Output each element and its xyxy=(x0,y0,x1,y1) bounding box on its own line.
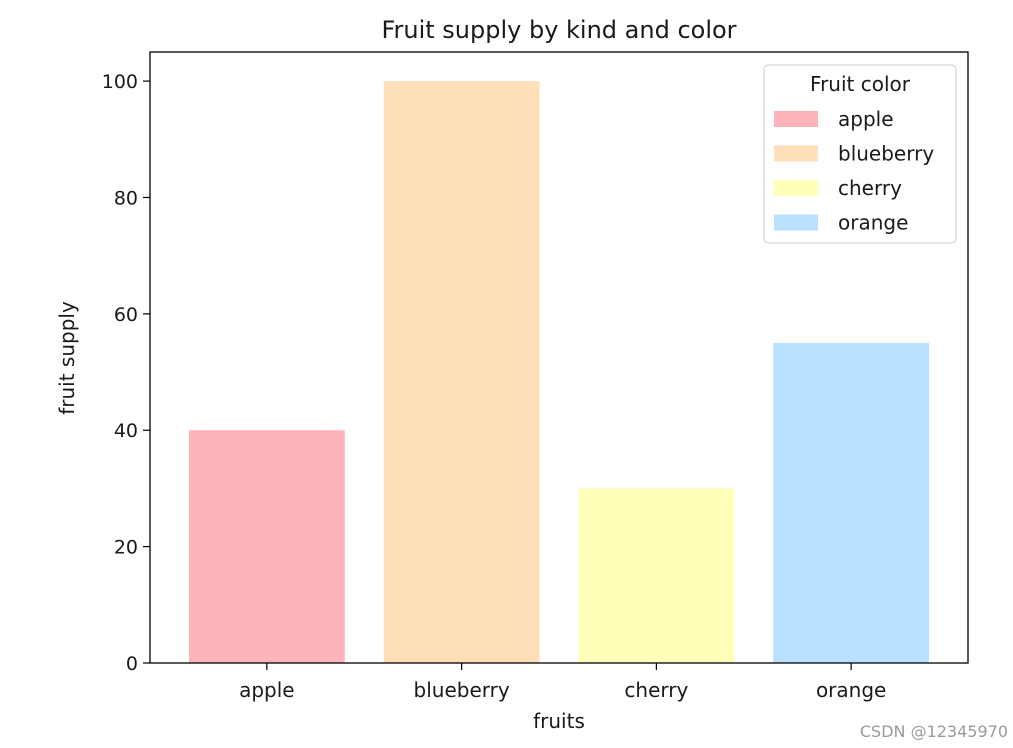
legend-swatch-cherry xyxy=(774,180,818,196)
y-tick-label: 80 xyxy=(114,187,138,209)
legend: Fruit color apple blueberry cherry orange xyxy=(763,64,957,244)
bar-orange xyxy=(773,342,930,663)
y-tick-label: 0 xyxy=(126,653,138,675)
chart-title: Fruit supply by kind and color xyxy=(381,16,736,44)
legend-entries: apple blueberry cherry orange xyxy=(774,107,934,235)
bar-blueberry xyxy=(383,81,540,664)
x-tick-label: blueberry xyxy=(414,678,510,702)
legend-swatch-apple xyxy=(774,111,818,127)
x-tick-label: apple xyxy=(239,678,295,702)
legend-label: apple xyxy=(838,107,894,131)
legend-title: Fruit color xyxy=(810,72,911,96)
legend-swatch-blueberry xyxy=(774,145,818,162)
x-tick-label: orange xyxy=(816,678,886,702)
y-tick-label: 100 xyxy=(102,71,138,93)
bar-cherry xyxy=(578,488,735,663)
y-tick-label: 40 xyxy=(114,420,138,442)
y-axis-label: fruit supply xyxy=(55,301,79,415)
watermark: CSDN @12345970 xyxy=(860,722,1008,741)
x-tick-label: cherry xyxy=(624,678,688,702)
y-tick-label: 60 xyxy=(114,304,138,326)
legend-label: cherry xyxy=(838,176,902,200)
legend-label: blueberry xyxy=(838,142,934,166)
y-axis: 0 20 40 60 80 100 xyxy=(102,71,150,675)
bar-apple xyxy=(188,430,345,663)
bars-group xyxy=(188,81,930,664)
x-axis: apple blueberry cherry orange xyxy=(239,663,886,702)
plot-frame xyxy=(149,51,969,664)
y-tick-label: 20 xyxy=(114,537,138,559)
legend-box xyxy=(763,64,957,244)
x-axis-label: fruits xyxy=(533,709,585,733)
legend-swatch-orange xyxy=(774,214,818,231)
legend-label: orange xyxy=(838,211,908,235)
